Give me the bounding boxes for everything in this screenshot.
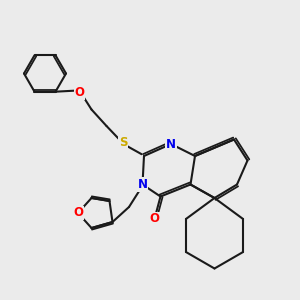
Text: N: N	[166, 137, 176, 151]
Text: O: O	[74, 86, 85, 100]
Text: N: N	[137, 178, 148, 191]
Text: S: S	[119, 136, 127, 149]
Text: O: O	[73, 206, 83, 220]
Text: O: O	[149, 212, 160, 226]
